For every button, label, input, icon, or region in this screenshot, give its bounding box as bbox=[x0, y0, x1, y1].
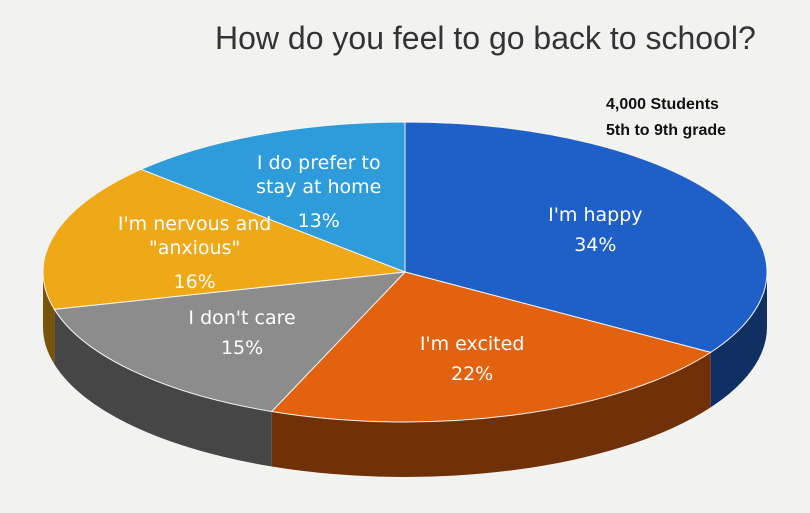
value-label: 22% bbox=[387, 362, 557, 386]
value-label: 34% bbox=[510, 233, 680, 257]
slice-label: I'm excited bbox=[387, 332, 557, 356]
annotation: 5th to 9th grade bbox=[606, 122, 726, 140]
value-label: 16% bbox=[110, 270, 280, 294]
chart-title: How do you feel to go back to school? bbox=[215, 20, 756, 57]
chart: How do you feel to go back to school? 4,… bbox=[0, 0, 810, 513]
value-label: 13% bbox=[234, 209, 404, 233]
slice-label: I don't care bbox=[157, 306, 327, 330]
value-label: 15% bbox=[157, 336, 327, 360]
slice-label: I do prefer to stay at home bbox=[234, 151, 404, 199]
slice-label: I'm happy bbox=[510, 203, 680, 227]
annotation: 4,000 Students bbox=[606, 96, 719, 114]
